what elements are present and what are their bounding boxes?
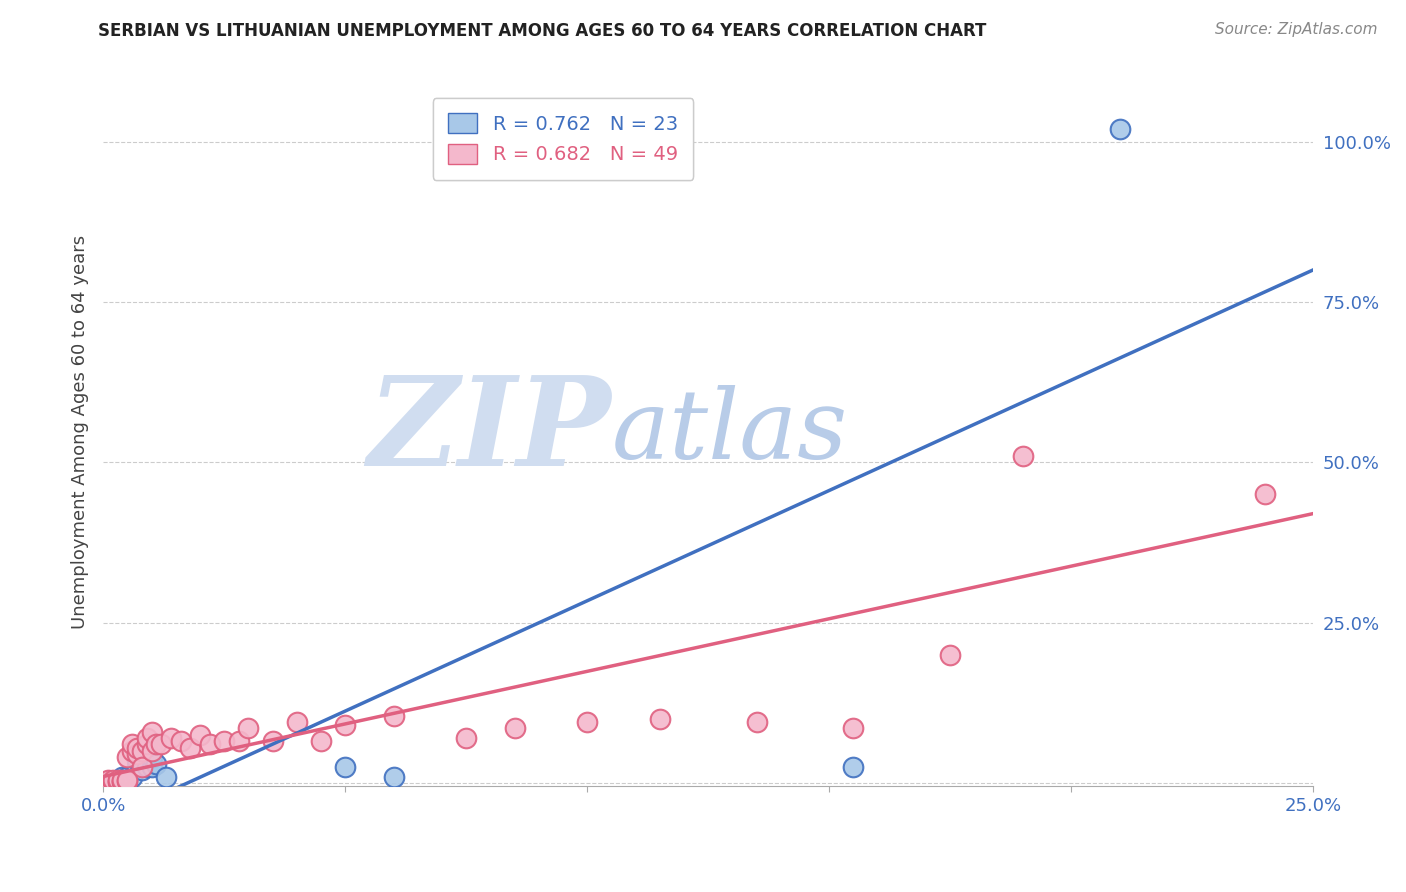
Point <box>939 648 962 662</box>
Point <box>125 747 148 761</box>
Point <box>179 740 201 755</box>
Text: Source: ZipAtlas.com: Source: ZipAtlas.com <box>1215 22 1378 37</box>
Point <box>145 756 167 771</box>
Point <box>169 734 191 748</box>
Point <box>141 760 163 774</box>
Point <box>97 773 120 788</box>
Point <box>135 760 157 774</box>
Legend: R = 0.762   N = 23, R = 0.682   N = 49: R = 0.762 N = 23, R = 0.682 N = 49 <box>433 98 693 179</box>
Point <box>111 774 134 789</box>
Point <box>188 728 211 742</box>
Point <box>1011 449 1033 463</box>
Point <box>155 770 177 784</box>
Point <box>111 774 134 789</box>
Point <box>111 770 134 784</box>
Point <box>141 744 163 758</box>
Point <box>648 712 671 726</box>
Point <box>212 734 235 748</box>
Point <box>107 774 129 789</box>
Point <box>135 738 157 752</box>
Point <box>107 774 129 789</box>
Point <box>125 754 148 768</box>
Point <box>111 772 134 787</box>
Point <box>262 734 284 748</box>
Point <box>97 774 120 789</box>
Point <box>125 760 148 774</box>
Point <box>121 770 143 784</box>
Text: atlas: atlas <box>612 384 848 479</box>
Point <box>117 774 139 789</box>
Point <box>125 740 148 755</box>
Point <box>117 772 139 787</box>
Point <box>107 773 129 788</box>
Point <box>117 770 139 784</box>
Point <box>141 724 163 739</box>
Point <box>101 774 124 789</box>
Point <box>503 722 526 736</box>
Point <box>333 760 356 774</box>
Point <box>198 738 221 752</box>
Text: ZIP: ZIP <box>367 371 612 492</box>
Point <box>107 774 129 789</box>
Point <box>97 774 120 789</box>
Point <box>745 714 768 729</box>
Point <box>131 744 153 758</box>
Point <box>1254 487 1277 501</box>
Point <box>121 744 143 758</box>
Point <box>107 774 129 789</box>
Point <box>333 718 356 732</box>
Point <box>131 760 153 774</box>
Point <box>842 760 865 774</box>
Point <box>101 774 124 789</box>
Point <box>160 731 183 745</box>
Point <box>111 774 134 789</box>
Point <box>97 774 120 789</box>
Point <box>456 731 478 745</box>
Point <box>117 750 139 764</box>
Point <box>228 734 250 748</box>
Point <box>117 773 139 788</box>
Point <box>101 774 124 789</box>
Point <box>382 770 405 784</box>
Y-axis label: Unemployment Among Ages 60 to 64 years: Unemployment Among Ages 60 to 64 years <box>72 235 89 629</box>
Point <box>842 722 865 736</box>
Point <box>101 774 124 789</box>
Point <box>238 722 260 736</box>
Point <box>121 738 143 752</box>
Point <box>131 763 153 777</box>
Point <box>101 773 124 788</box>
Point <box>145 738 167 752</box>
Point <box>382 708 405 723</box>
Point <box>150 738 173 752</box>
Point <box>576 714 599 729</box>
Point <box>285 714 308 729</box>
Text: SERBIAN VS LITHUANIAN UNEMPLOYMENT AMONG AGES 60 TO 64 YEARS CORRELATION CHART: SERBIAN VS LITHUANIAN UNEMPLOYMENT AMONG… <box>98 22 987 40</box>
Point <box>1108 121 1130 136</box>
Point <box>309 734 332 748</box>
Point <box>141 750 163 764</box>
Point <box>135 731 157 745</box>
Point <box>97 774 120 789</box>
